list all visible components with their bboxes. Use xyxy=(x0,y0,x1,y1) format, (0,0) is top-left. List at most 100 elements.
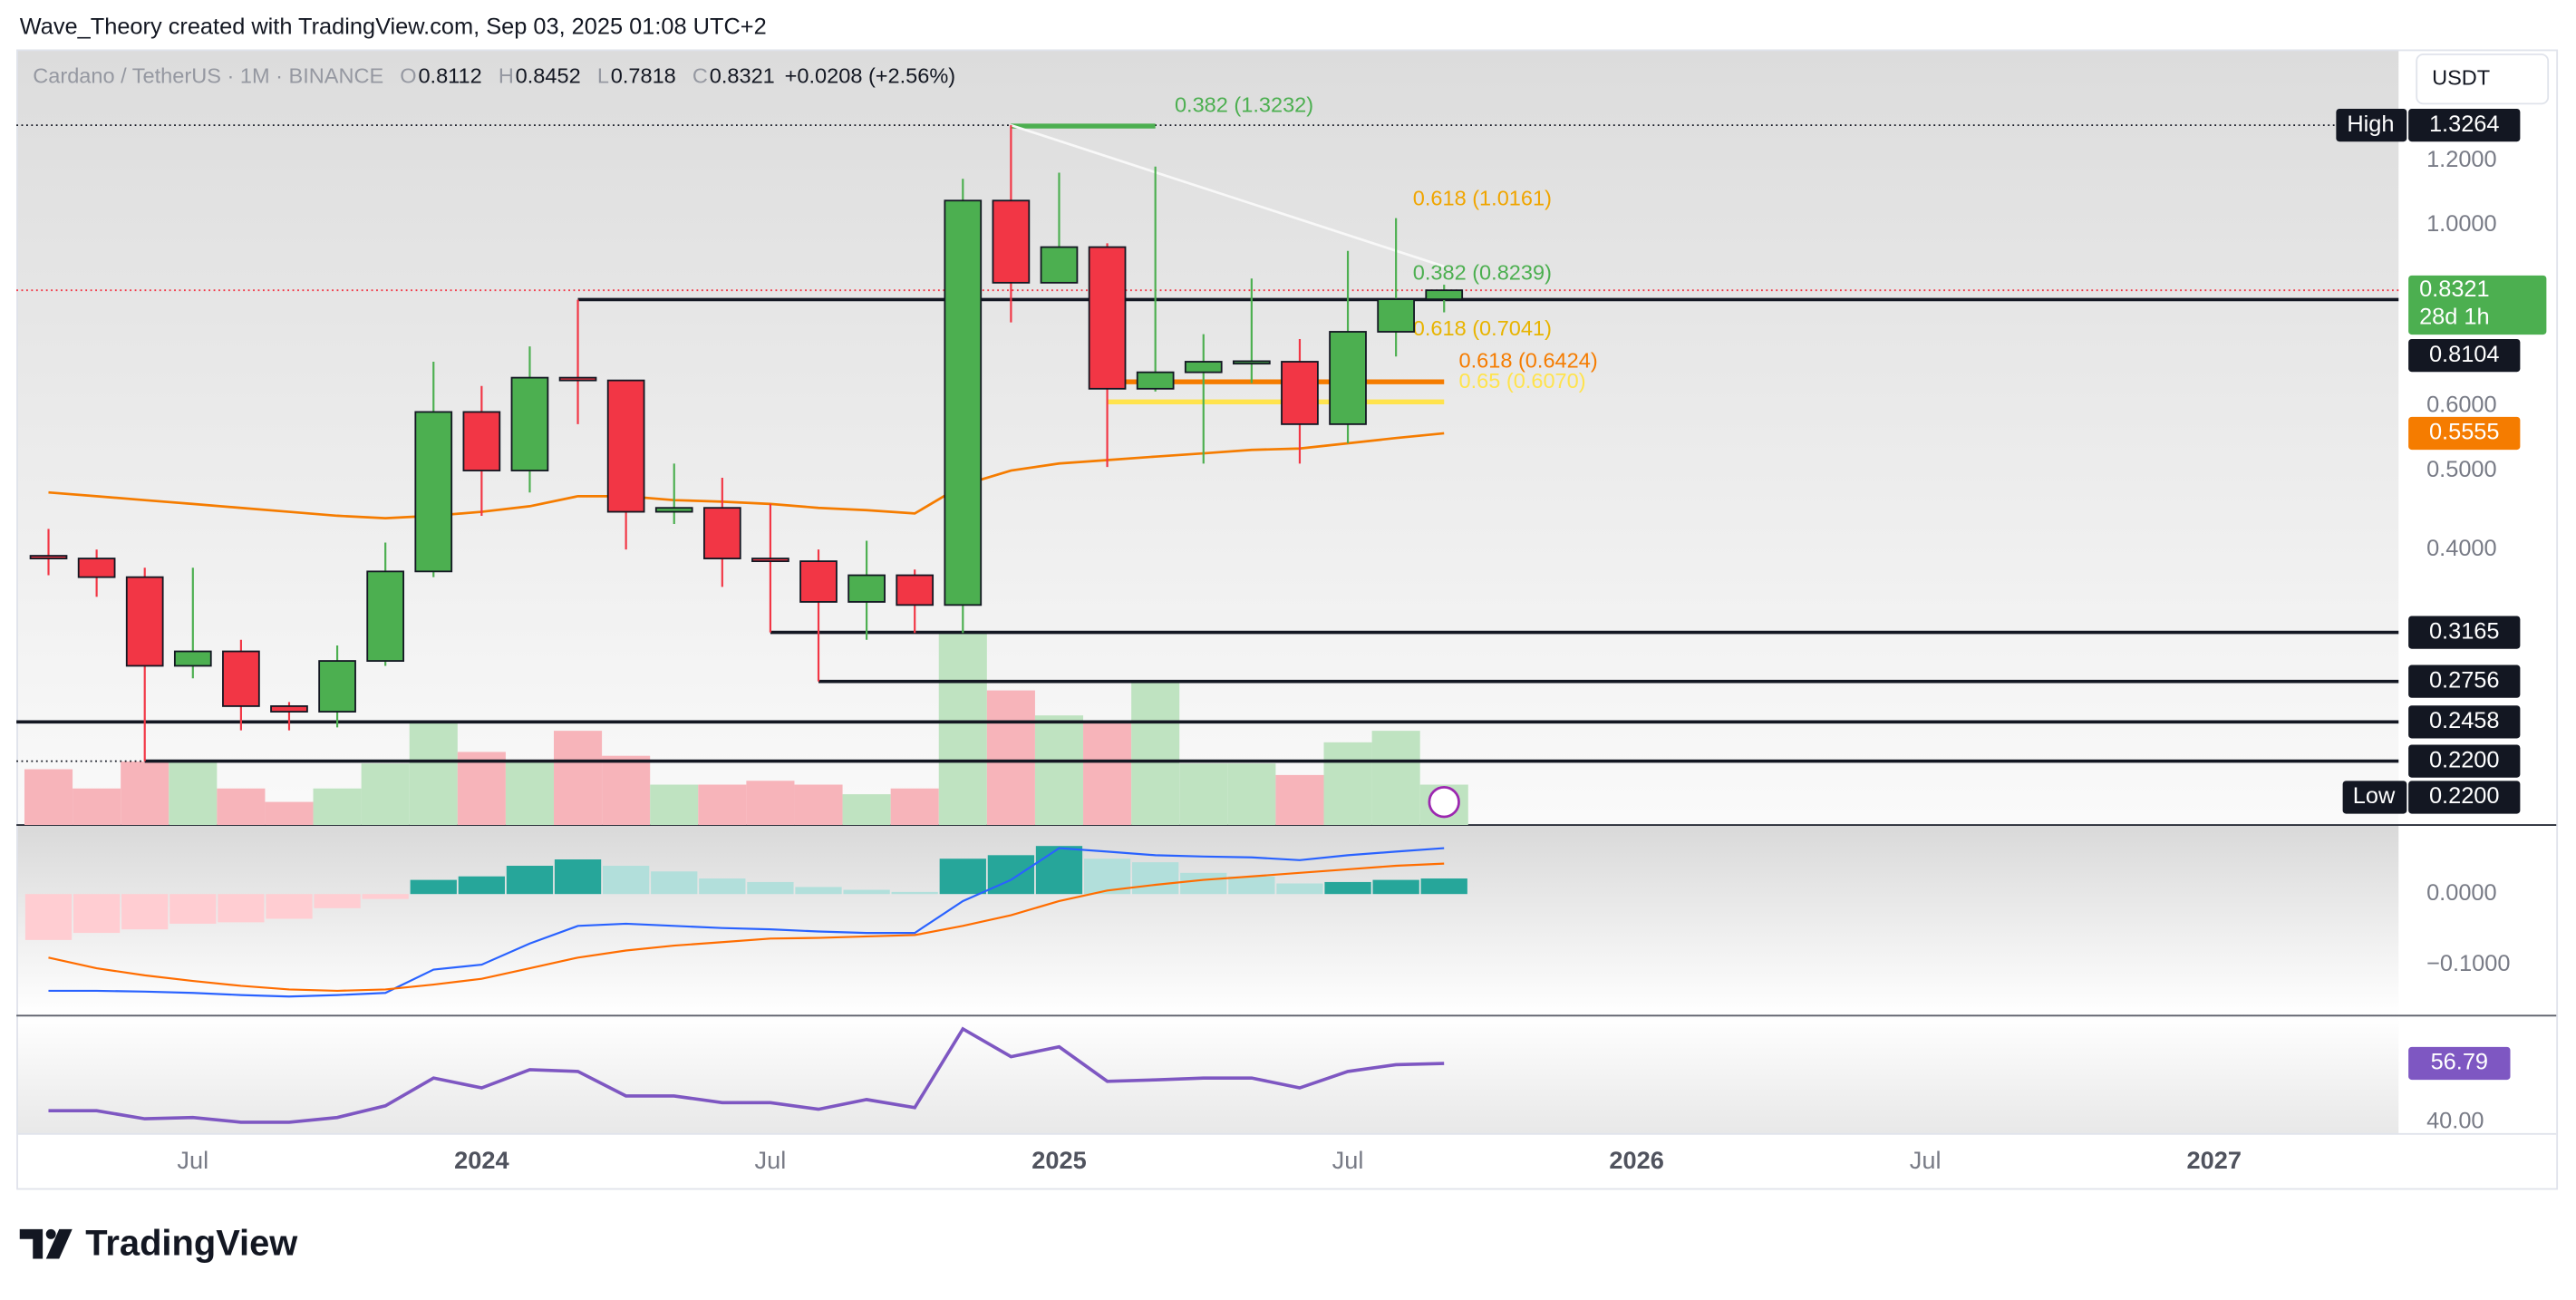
legend-item: +0.0208 (+2.56%) xyxy=(785,64,956,88)
volume-bar xyxy=(1131,683,1180,826)
macd-histogram-bar xyxy=(843,889,890,895)
price-badge xyxy=(2408,781,2521,814)
legend-item: H xyxy=(499,64,514,88)
volume-bar xyxy=(794,784,843,826)
y-tick-label: −0.1000 xyxy=(2426,951,2510,976)
candle-body xyxy=(414,411,453,573)
macd-histogram-bar xyxy=(24,894,73,940)
price-badge xyxy=(2408,338,2521,373)
y-tick-label: 0.4000 xyxy=(2426,536,2497,561)
price-badge-label: 0.2458 xyxy=(2429,708,2500,733)
price-badge-label: 0.3165 xyxy=(2429,618,2500,644)
candle-body xyxy=(654,507,693,513)
fib-label: 0.618 (0.6424) xyxy=(1459,349,1598,373)
macd-histogram-bar xyxy=(314,894,361,908)
legend-item: 0.8452 xyxy=(516,64,581,88)
volume-bar xyxy=(650,784,699,826)
macd-histogram-bar xyxy=(1276,883,1323,895)
candle-body xyxy=(222,650,260,707)
x-tick-label: 2027 xyxy=(2186,1146,2241,1174)
x-tick-label: Jul xyxy=(755,1146,787,1174)
candle-body xyxy=(173,650,212,667)
macd-histogram-bar xyxy=(1228,876,1275,895)
volume-bar xyxy=(409,723,458,826)
rsi-badge xyxy=(2408,1046,2511,1081)
volume-bar xyxy=(1323,742,1372,826)
candle-body xyxy=(847,574,886,603)
last-price-badge xyxy=(2408,275,2547,335)
plot-layer: Cardano / TetherUS · 1M · BINANCE O 0.8112… xyxy=(16,64,2547,1174)
legend-item: L xyxy=(597,64,609,88)
macd-histogram-bar xyxy=(987,855,1035,895)
macd-histogram-bar xyxy=(410,879,457,895)
price-badge xyxy=(2408,616,2521,649)
y-tick-label: 40.00 xyxy=(2426,1109,2484,1134)
brand: TradingView xyxy=(85,1224,298,1264)
volume-bar xyxy=(554,731,603,826)
price-badge xyxy=(2408,665,2521,698)
candle-body xyxy=(1040,246,1079,284)
candle-body xyxy=(944,199,983,606)
candle-body xyxy=(318,660,356,713)
macd-histogram-bar xyxy=(506,866,554,895)
logo-mark xyxy=(19,1228,44,1259)
candle-body xyxy=(702,507,741,559)
volume-bar xyxy=(361,763,410,826)
legend: Cardano / TetherUS · 1M · BINANCE O 0.8112… xyxy=(33,64,955,88)
x-tick-label: 2025 xyxy=(1031,1146,1086,1174)
x-tick-label: Jul xyxy=(177,1146,208,1174)
macd-histogram-bar xyxy=(891,891,938,895)
currency-button[interactable] xyxy=(2416,53,2550,105)
currency[interactable]: USDT xyxy=(2432,65,2490,89)
legend-item: 0.8321 xyxy=(710,64,775,88)
candle-body xyxy=(1377,298,1415,333)
trend-line xyxy=(1010,123,1445,268)
fib-label: 0.618 (1.0161) xyxy=(1413,187,1552,210)
volume-bar xyxy=(842,794,891,826)
price-badge-label: 0.2200 xyxy=(2429,783,2500,809)
candle-body xyxy=(462,411,501,471)
logo: TradingView xyxy=(19,1224,298,1264)
candle-body xyxy=(510,376,549,471)
macd-histogram-bar xyxy=(1372,879,1419,895)
volume-bar xyxy=(746,781,795,826)
candle-body xyxy=(366,570,405,662)
candle-body xyxy=(1088,246,1127,390)
macd-histogram-bar xyxy=(121,894,169,930)
replay-icon xyxy=(1428,785,1460,819)
legend-item: O xyxy=(400,64,416,88)
price-badge xyxy=(2408,744,2521,778)
macd-histogram-bar xyxy=(795,887,842,895)
price-badge-label: 0.2200 xyxy=(2429,747,2500,772)
fib-label: 0.382 (1.3232) xyxy=(1175,93,1313,117)
volume-bar xyxy=(1371,731,1420,826)
chart-frame xyxy=(16,49,2559,1190)
volume-bar xyxy=(169,762,218,826)
macd-histogram-bar xyxy=(1132,862,1179,895)
volume-bar xyxy=(698,784,747,826)
macd-histogram-bar xyxy=(362,894,409,899)
main-pane xyxy=(16,49,2399,826)
countdown: 28d 1h xyxy=(2419,305,2490,330)
macd-line xyxy=(48,847,1445,998)
macd-histogram-bar xyxy=(939,859,986,895)
volume-bar xyxy=(505,762,555,826)
price-badge-label: 0.8104 xyxy=(2429,342,2500,367)
volume-bar xyxy=(938,632,987,826)
macd-histogram-bar xyxy=(554,859,602,895)
ema-badge-label: 0.5555 xyxy=(2429,420,2500,445)
macd-histogram-bar xyxy=(651,871,698,895)
high-tag-label: High xyxy=(2347,112,2394,137)
last-price-label: 0.8321 xyxy=(2419,276,2490,302)
price-badge xyxy=(2408,705,2521,739)
rsi-badge-label: 56.79 xyxy=(2431,1050,2488,1075)
macd-histogram-bar xyxy=(747,881,794,895)
rsi-line xyxy=(48,1026,1445,1124)
volume-bar xyxy=(217,788,266,826)
macd-histogram-bar xyxy=(603,866,650,895)
macd-histogram-bar xyxy=(169,894,217,924)
macd-histogram-bar xyxy=(73,894,121,934)
candle-body xyxy=(1233,360,1271,365)
high-tag xyxy=(2336,108,2407,142)
price-badge-label: 0.2756 xyxy=(2429,667,2500,693)
